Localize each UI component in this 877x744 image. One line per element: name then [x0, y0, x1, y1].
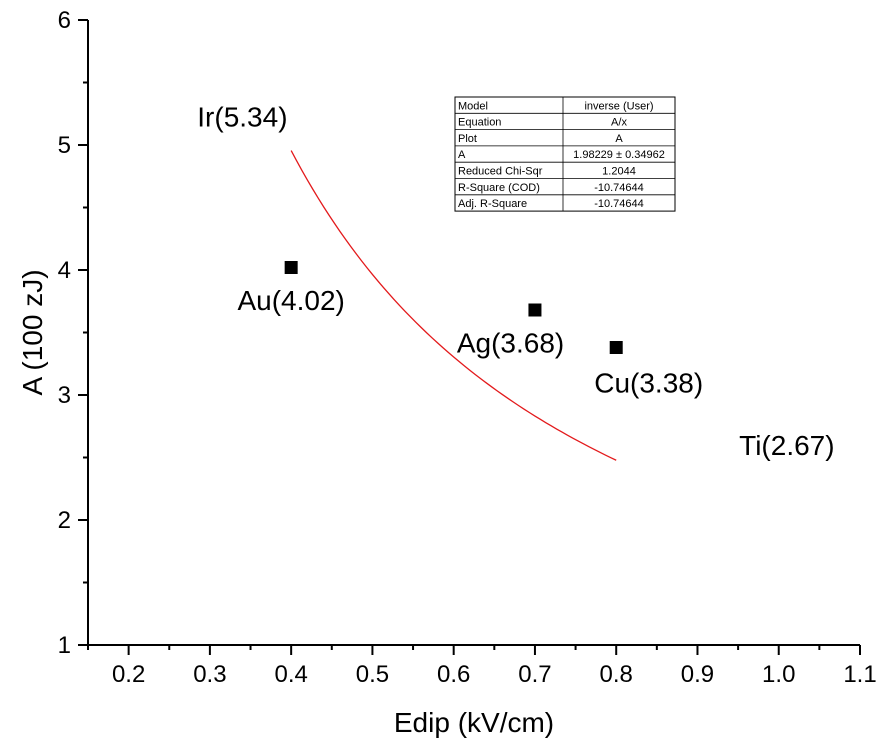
x-tick-label: 1.0 [762, 661, 795, 688]
y-tick-label: 6 [58, 7, 71, 34]
point-annotation: Ir(5.34) [197, 101, 287, 132]
x-tick-label: 0.4 [274, 661, 307, 688]
point-annotation: Ti(2.67) [739, 430, 834, 461]
point-annotation: Au(4.02) [237, 285, 344, 316]
x-tick-label: 0.3 [193, 661, 226, 688]
points-layer [284, 261, 623, 354]
x-tick-label: 1.1 [843, 661, 876, 688]
fit-table-key: Reduced Chi-Sqr [458, 166, 543, 178]
y-tick-label: 4 [58, 257, 71, 284]
x-tick-label: 0.8 [600, 661, 633, 688]
x-axis-title: Edip (kV/cm) [394, 707, 554, 738]
y-tick-label: 1 [58, 632, 71, 659]
x-tick-label: 0.6 [437, 661, 470, 688]
fit-table-value: A/x [611, 117, 627, 129]
fit-table-key: Equation [458, 117, 501, 129]
y-axis-title: A (100 zJ) [17, 269, 48, 395]
fit-table-frame [454, 96, 676, 212]
x-tick-label: 0.9 [681, 661, 714, 688]
fit-table-value: -10.74644 [594, 182, 644, 194]
x-tick-label: 0.2 [112, 661, 145, 688]
fit-table-value: 1.98229 ± 0.34962 [573, 149, 665, 161]
fit-curve-layer [290, 150, 617, 461]
fit-table-value: inverse (User) [584, 100, 653, 112]
fit-table-key: Adj. R-Square [458, 198, 527, 210]
y-tick-label: 3 [58, 382, 71, 409]
point-annotation: Ag(3.68) [457, 328, 564, 359]
x-tick-label: 0.7 [518, 661, 551, 688]
data-point [528, 303, 542, 317]
annotations-layer: Ir(5.34) Au(4.02) Ag(3.68) Cu(3.38) Ti(2.67) [197, 101, 834, 461]
fit-table-key: A [458, 149, 466, 161]
fit-table-key: Plot [458, 133, 477, 145]
data-point [609, 341, 623, 354]
data-point [284, 261, 298, 274]
y-tick-label: 5 [58, 132, 71, 159]
fit-table-value: 1.2044 [602, 166, 636, 178]
axes: 0.2 0.3 0.4 0.5 0.6 0.7 0.8 0.9 1.0 1.1 1 2 3 4 5 6 [58, 7, 877, 688]
fit-table-key: Model [458, 100, 488, 112]
fit-table-key: R-Square (COD) [458, 182, 540, 194]
fit-curve-line [290, 150, 617, 461]
fit-table-value: -10.74644 [594, 198, 644, 210]
y-tick-label: 2 [58, 507, 71, 534]
x-tick-label: 0.5 [356, 661, 389, 688]
fit-table: Model inverse (User) Equation A/x Plot A A 1.98… [454, 96, 676, 212]
fit-table-value: A [615, 133, 623, 145]
point-annotation: Cu(3.38) [594, 368, 703, 399]
